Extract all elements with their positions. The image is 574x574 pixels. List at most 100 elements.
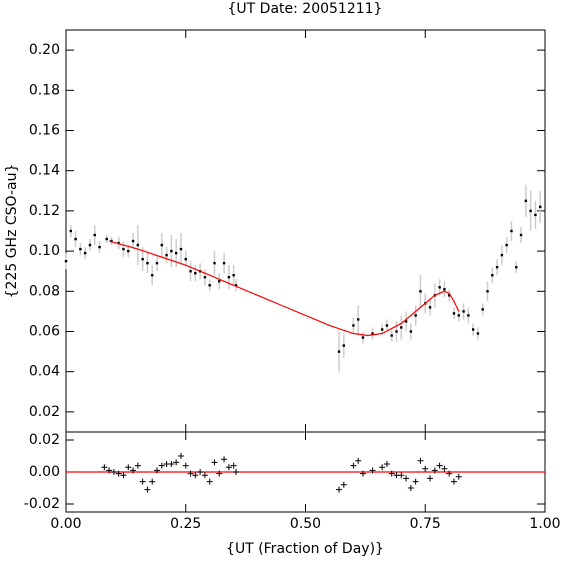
data-point bbox=[213, 261, 216, 265]
data-point bbox=[476, 332, 480, 335]
data-point bbox=[395, 330, 398, 333]
residual-point bbox=[379, 464, 386, 471]
data-point bbox=[428, 306, 432, 309]
data-point bbox=[409, 330, 413, 333]
y-tick-label: 0.04 bbox=[29, 364, 60, 380]
y-tick-label: 0.20 bbox=[29, 42, 60, 58]
data-point bbox=[160, 243, 163, 247]
data-point bbox=[117, 241, 120, 245]
residual-point bbox=[134, 462, 141, 469]
residual-point bbox=[115, 470, 122, 477]
residual-point bbox=[336, 486, 343, 493]
data-point bbox=[337, 350, 341, 353]
residual-point bbox=[211, 459, 218, 466]
residual-point bbox=[130, 467, 137, 474]
residual-point bbox=[383, 461, 390, 467]
data-point bbox=[390, 334, 393, 337]
data-point bbox=[208, 284, 211, 287]
y-tick-label: 0.00 bbox=[29, 464, 60, 480]
data-point bbox=[452, 312, 456, 315]
residual-point bbox=[206, 478, 213, 485]
residual-point bbox=[455, 473, 462, 480]
data-point bbox=[218, 280, 221, 283]
residual-point bbox=[197, 469, 204, 475]
data-point bbox=[400, 326, 403, 329]
x-tick-label: 1.00 bbox=[529, 516, 560, 532]
data-point bbox=[486, 290, 489, 293]
residual-point bbox=[355, 457, 362, 464]
residual-point bbox=[110, 469, 117, 475]
residual-point bbox=[441, 465, 448, 472]
data-point bbox=[495, 265, 499, 269]
data-point bbox=[127, 249, 130, 253]
residual-point bbox=[450, 478, 457, 485]
residual-point bbox=[187, 470, 194, 477]
residual-point bbox=[177, 453, 184, 459]
data-point bbox=[69, 229, 72, 233]
residual-point bbox=[139, 478, 146, 485]
data-point bbox=[105, 237, 108, 241]
fit-line bbox=[108, 240, 460, 337]
data-point bbox=[438, 286, 441, 289]
data-point bbox=[361, 336, 365, 339]
data-point bbox=[448, 294, 451, 297]
data-point bbox=[505, 243, 508, 247]
data-point bbox=[232, 274, 235, 277]
residual-point bbox=[221, 456, 228, 463]
data-point bbox=[534, 213, 537, 217]
data-point bbox=[500, 253, 504, 257]
data-point bbox=[539, 205, 542, 209]
residual-point bbox=[233, 469, 240, 475]
data-point bbox=[342, 344, 346, 347]
residual-point bbox=[154, 467, 161, 474]
residual-point bbox=[192, 472, 199, 479]
residual-point bbox=[417, 457, 424, 464]
residual-point bbox=[422, 465, 429, 472]
residual-point bbox=[106, 467, 113, 474]
data-point bbox=[491, 274, 494, 277]
data-point bbox=[189, 270, 192, 273]
x-tick-label: 0.25 bbox=[170, 516, 201, 532]
data-point bbox=[151, 274, 154, 277]
data-point bbox=[146, 261, 149, 265]
data-point bbox=[79, 247, 82, 251]
y-tick-label: 0.12 bbox=[29, 203, 60, 219]
data-point bbox=[203, 276, 207, 279]
residual-point bbox=[144, 486, 151, 493]
residual-point bbox=[168, 461, 175, 467]
data-point bbox=[414, 314, 417, 317]
data-point bbox=[227, 276, 231, 279]
data-point bbox=[131, 239, 135, 243]
data-point bbox=[467, 314, 470, 317]
y-tick-label: 0.14 bbox=[29, 163, 60, 179]
data-point bbox=[419, 290, 422, 293]
data-point bbox=[122, 247, 125, 251]
data-point bbox=[524, 199, 528, 203]
data-point bbox=[515, 265, 518, 269]
residual-point bbox=[149, 478, 156, 485]
y-tick-label: 0.06 bbox=[29, 324, 60, 340]
residual-point bbox=[431, 467, 438, 474]
x-axis-label: {UT (Fraction of Day)} bbox=[226, 541, 384, 557]
residual-point bbox=[388, 470, 395, 477]
residual-point bbox=[398, 472, 405, 479]
data-point bbox=[88, 243, 92, 247]
data-point bbox=[352, 324, 355, 327]
data-point bbox=[529, 209, 532, 213]
residual-point bbox=[427, 475, 434, 482]
data-point bbox=[110, 239, 113, 243]
residual-point bbox=[173, 459, 180, 466]
data-point bbox=[385, 324, 389, 327]
residual-point bbox=[201, 472, 208, 479]
x-tick-label: 0.50 bbox=[290, 516, 321, 532]
data-point bbox=[141, 257, 144, 261]
data-point bbox=[457, 314, 460, 317]
data-point bbox=[74, 237, 77, 241]
residual-point bbox=[403, 475, 410, 482]
data-point bbox=[380, 328, 384, 331]
data-point bbox=[136, 243, 140, 247]
y-tick-label: -0.02 bbox=[24, 496, 60, 512]
data-point bbox=[471, 328, 475, 331]
data-point bbox=[93, 233, 96, 237]
